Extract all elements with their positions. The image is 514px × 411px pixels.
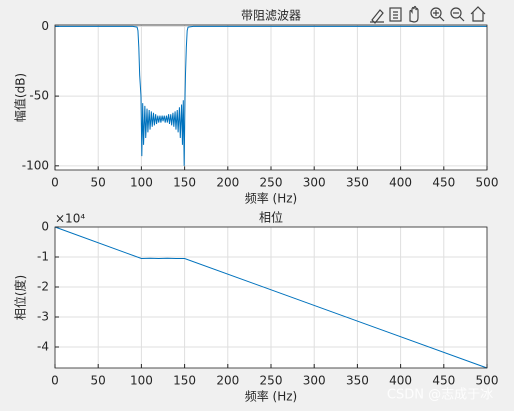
axes-box — [54, 226, 488, 369]
x-tick-label: 100 — [130, 374, 153, 388]
x-axis-label: 频率 (Hz) — [245, 389, 298, 404]
x-tick-label: 300 — [303, 374, 326, 388]
y-tick-label: -2 — [37, 280, 49, 294]
x-tick-label: 200 — [216, 374, 239, 388]
pan-icon[interactable] — [409, 5, 419, 23]
x-tick-label: 500 — [476, 374, 499, 388]
y-axis-label: 幅值(dB) — [13, 73, 28, 122]
x-tick-label: 50 — [91, 176, 106, 190]
datatip-icon[interactable] — [389, 7, 402, 22]
x-tick-label: 250 — [260, 176, 283, 190]
x-tick-label: 450 — [432, 176, 455, 190]
axes-title: 相位 — [259, 210, 283, 225]
y-tick-label: -3 — [37, 310, 49, 324]
zoom-out-icon[interactable] — [450, 7, 462, 19]
x-tick-label: 200 — [216, 176, 239, 190]
brush-icon[interactable] — [370, 9, 384, 24]
x-tick-label: 350 — [346, 176, 369, 190]
home-icon[interactable] — [470, 6, 486, 22]
x-axis-label: 频率 (Hz) — [245, 191, 298, 206]
y-axis-label: 相位(度) — [13, 275, 28, 320]
y-tick-label: -50 — [29, 89, 49, 103]
y-tick-label: 0 — [41, 19, 49, 33]
zoom-out-mark[interactable] — [453, 12, 465, 22]
y-tick-label: -4 — [37, 340, 49, 354]
axes-box — [54, 24, 488, 171]
x-tick-label: 250 — [260, 374, 283, 388]
x-tick-label: 0 — [51, 374, 59, 388]
zoom-in-icon[interactable] — [430, 7, 442, 19]
y-tick-label: 0 — [41, 220, 49, 234]
x-tick-label: 50 — [91, 374, 106, 388]
data-line — [55, 25, 487, 166]
x-tick-label: 100 — [130, 176, 153, 190]
x-tick-label: 500 — [476, 176, 499, 190]
data-line — [54, 226, 488, 369]
x-tick-label: 450 — [432, 374, 455, 388]
x-tick-label: 400 — [389, 374, 412, 388]
y-tick-label: -100 — [22, 158, 49, 172]
x-tick-label: 0 — [51, 176, 59, 190]
toolbar[interactable] — [370, 5, 486, 24]
x-tick-label: 400 — [389, 176, 412, 190]
zoom-in-mark[interactable] — [433, 10, 445, 22]
x-tick-label: 350 — [346, 374, 369, 388]
x-tick-label: 300 — [303, 176, 326, 190]
x-tick-label: 150 — [173, 176, 196, 190]
watermark: CSDN @志成于冰 — [387, 388, 493, 403]
datatip-lines[interactable] — [393, 11, 398, 19]
y-tick-label: -1 — [37, 250, 49, 264]
y-exponent: ×10⁴ — [55, 212, 85, 226]
x-tick-label: 150 — [173, 374, 196, 388]
axes-title: 带阻滤波器 — [241, 9, 301, 23]
